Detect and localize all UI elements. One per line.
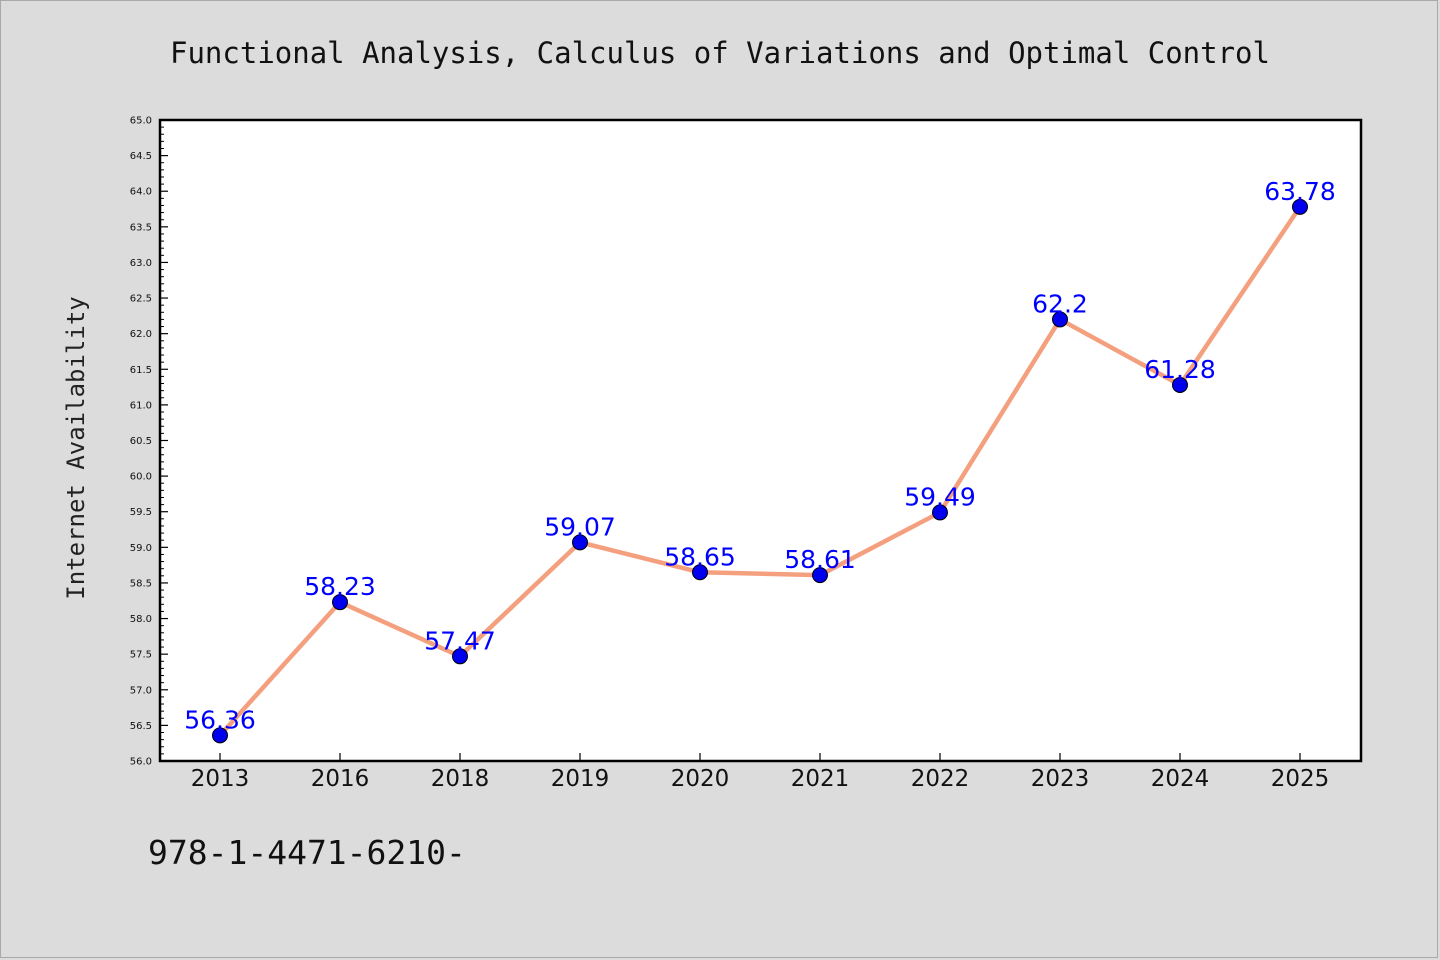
data-point <box>212 727 228 744</box>
data-point <box>1172 376 1188 393</box>
y-tick-label: 56.5 <box>130 721 152 732</box>
x-tick-label: 2016 <box>311 766 370 792</box>
data-label: 59.49 <box>904 482 976 511</box>
y-tick-label: 63.5 <box>130 222 152 233</box>
x-tick-label: 2024 <box>1151 766 1210 792</box>
plot-area <box>158 118 1363 763</box>
y-tick-label: 60.0 <box>130 472 152 483</box>
x-tick-label: 2018 <box>431 766 490 792</box>
y-tick-label: 61.0 <box>130 400 152 411</box>
series-line <box>217 204 1303 738</box>
data-series <box>212 198 1308 744</box>
y-axis: 56.0 56.5 57.0 57.5 58.0 58.5 59.0 59.5 60.0 60.5… <box>130 116 168 768</box>
data-point <box>1292 198 1308 215</box>
y-tick-label: 62.5 <box>130 294 152 305</box>
data-label: 58.61 <box>784 545 856 574</box>
y-axis-label: Internet Availability <box>62 296 90 599</box>
data-label: 58.65 <box>664 542 736 571</box>
data-point <box>812 567 828 584</box>
y-tick-label: 58.0 <box>130 614 152 625</box>
x-tick-label: 2021 <box>791 766 850 792</box>
x-tick-label: 2022 <box>911 766 970 792</box>
data-label: 58.23 <box>304 572 376 601</box>
y-tick-label: 57.0 <box>130 685 152 696</box>
data-label: 56.36 <box>184 705 256 734</box>
y-tick-label: 60.5 <box>130 436 152 447</box>
y-tick-label: 59.5 <box>130 507 152 518</box>
y-tick-label: 57.5 <box>130 650 152 661</box>
footer-code: 978-1-4471-6210- <box>148 833 466 872</box>
data-label: 63.78 <box>1264 177 1336 206</box>
y-tick-label: 64.0 <box>130 187 152 198</box>
data-point <box>572 534 588 551</box>
x-tick-label: 2020 <box>671 766 730 792</box>
x-tick-label: 2025 <box>1271 766 1330 792</box>
x-tick-label: 2023 <box>1031 766 1090 792</box>
y-tick-label: 59.0 <box>130 543 152 554</box>
x-axis: 2013 2016 2018 2019 2020 2021 2022 2023 2024 2025 <box>191 753 1330 792</box>
y-tick-label: 65.0 <box>130 116 152 127</box>
data-label: 62.2 <box>1032 289 1088 318</box>
x-tick-label: 2013 <box>191 766 250 792</box>
data-point <box>1052 311 1068 328</box>
y-tick-label: 63.0 <box>130 258 152 269</box>
data-point <box>932 504 948 521</box>
data-label: 57.47 <box>424 626 496 655</box>
data-label: 61.28 <box>1144 355 1216 384</box>
data-point <box>332 594 348 611</box>
x-tick-label: 2019 <box>551 766 610 792</box>
data-point <box>692 564 708 581</box>
y-tick-label: 56.0 <box>130 757 152 768</box>
data-label: 59.07 <box>544 512 616 541</box>
y-tick-label: 58.5 <box>130 578 152 589</box>
y-tick-label: 62.0 <box>130 329 152 340</box>
y-tick-label: 64.5 <box>130 151 152 162</box>
data-labels: 56.36 58.23 57.47 59.07 58.65 58.61 59.49 62.2 6… <box>184 177 1336 734</box>
data-point <box>452 648 468 665</box>
y-tick-label: 61.5 <box>130 365 152 376</box>
chart-title: Functional Analysis, Calculus of Variati… <box>170 36 1270 70</box>
